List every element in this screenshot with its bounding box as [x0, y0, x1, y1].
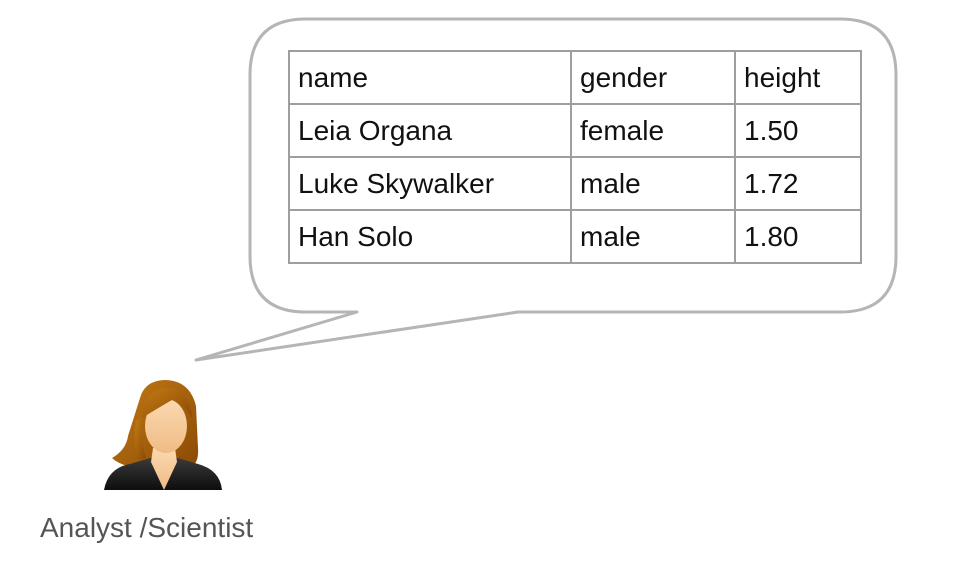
header-height: height: [734, 50, 862, 105]
data-table: name gender height Leia Organa female 1.…: [288, 50, 862, 264]
cell-height: 1.80: [734, 209, 862, 264]
female-user-icon: [104, 380, 222, 490]
table-header-row: name gender height: [288, 50, 862, 105]
table-row: Han Solo male 1.80: [288, 209, 862, 264]
hair-side: [134, 418, 146, 460]
header-name: name: [288, 50, 572, 105]
neck: [151, 448, 177, 490]
table-row: Leia Organa female 1.50: [288, 103, 862, 158]
cell-gender: female: [570, 103, 736, 158]
face: [145, 399, 187, 453]
cell-name: Han Solo: [288, 209, 572, 264]
cell-gender: male: [570, 156, 736, 211]
cell-height: 1.72: [734, 156, 862, 211]
table-row: Luke Skywalker male 1.72: [288, 156, 862, 211]
cell-height: 1.50: [734, 103, 862, 158]
cell-name: Luke Skywalker: [288, 156, 572, 211]
cell-name: Leia Organa: [288, 103, 572, 158]
person-label: Analyst /Scientist: [40, 512, 254, 543]
cell-gender: male: [570, 209, 736, 264]
hair-front: [142, 388, 192, 418]
header-gender: gender: [570, 50, 736, 105]
